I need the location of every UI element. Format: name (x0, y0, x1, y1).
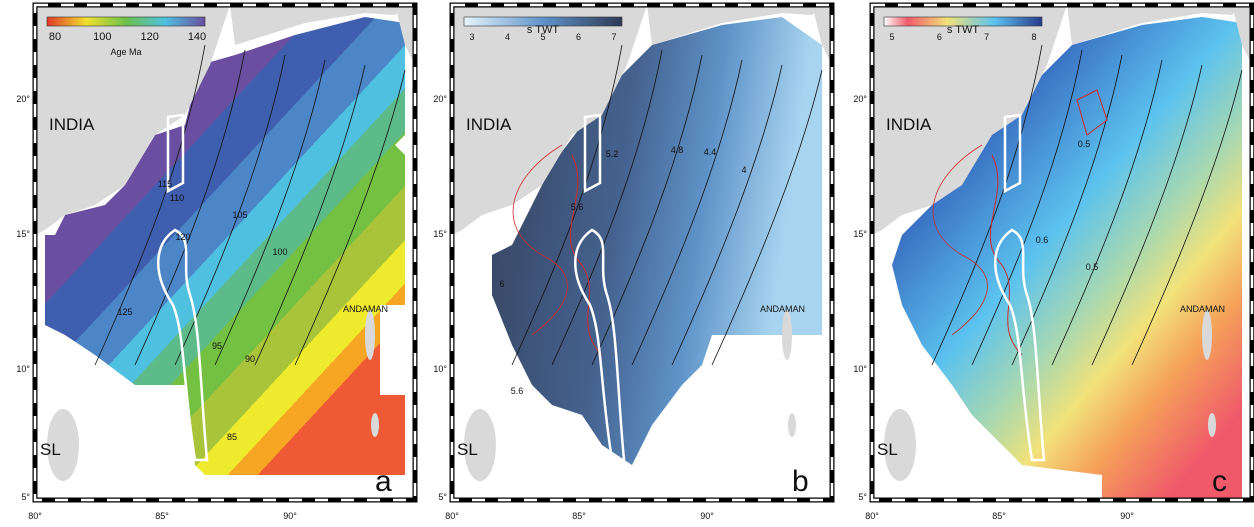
place-label: ANDAMAN (1180, 304, 1225, 314)
x-axis-label: 85° (572, 511, 586, 521)
contour-label: 4.8 (671, 145, 684, 155)
figure: 80 100 120 140 Age Ma INDIA ANDAMAN SL 115 110 105… (0, 0, 1254, 527)
land-andaman (782, 310, 792, 360)
y-axis-label: 20° (16, 94, 30, 104)
contour-label: 0.5 (1078, 139, 1091, 149)
colorbar-tick-label: 6 (937, 32, 942, 42)
place-label: ANDAMAN (760, 304, 805, 314)
colorbar-tick-label: 6 (576, 32, 581, 42)
y-axis-label: 10° (16, 364, 30, 374)
contour-label: 5.2 (606, 149, 619, 159)
y-axis-label: 10° (433, 364, 447, 374)
x-axis-label: 85° (992, 511, 1006, 521)
colorbar-label: Age Ma (110, 47, 141, 57)
y-axis-label: 20° (853, 94, 867, 104)
colorbar-tick-label: 120 (140, 31, 158, 43)
contour-label: 120 (175, 232, 190, 242)
place-label: SL (457, 440, 478, 459)
colorbar-tick-label: 140 (188, 31, 206, 43)
contour-label: 0.6 (1036, 235, 1049, 245)
y-axis-label: 5° (438, 492, 447, 502)
x-axis-label: 80° (28, 511, 42, 521)
colorbar-tick-label: 100 (93, 31, 111, 43)
contour-label: 115 (158, 179, 172, 189)
contour-label: 100 (272, 247, 287, 257)
colorbar-tick-label: 7 (984, 32, 989, 42)
contour-label: 0.5 (1086, 262, 1099, 272)
map-panel: 80 100 120 140 Age Ma INDIA ANDAMAN SL 115 110 105… (16, 5, 415, 521)
contour-label: 110 (170, 193, 184, 203)
colorbar-tick-label: 8 (1031, 32, 1036, 42)
map-panel: 5 6 7 8 s TWT INDIA ANDAMAN SL 0.5 0.6 0.5 c 80° 85° 9… (853, 5, 1252, 521)
place-label: ANDAMAN (343, 304, 388, 314)
place-label: INDIA (49, 115, 95, 134)
contour-label: 5.6 (571, 202, 584, 212)
panel-letter: b (792, 465, 809, 498)
contour-label: 90 (245, 354, 255, 364)
colorbar (47, 17, 205, 26)
panel-letter: c (1212, 465, 1227, 498)
y-axis-label: 20° (433, 94, 447, 104)
x-axis-label: 85° (155, 511, 169, 521)
colorbar-tick-label: 7 (611, 32, 616, 42)
x-axis-label: 90° (1120, 511, 1134, 521)
y-axis-label: 10° (853, 364, 867, 374)
place-label: SL (40, 440, 61, 459)
panel-letter: a (375, 465, 392, 498)
colorbar-tick-label: 4 (505, 32, 510, 42)
contour-label: 105 (232, 210, 247, 220)
y-axis-label: 5° (858, 492, 867, 502)
place-label: INDIA (466, 115, 512, 134)
contour-label: 125 (117, 307, 132, 317)
x-axis-label: 90° (700, 511, 714, 521)
place-label: INDIA (886, 115, 932, 134)
y-axis-label: 15° (433, 229, 447, 239)
contour-label: 4 (741, 165, 746, 175)
land-andaman (1202, 310, 1212, 360)
y-axis-label: 15° (853, 229, 867, 239)
contour-label: 4.4 (704, 147, 717, 157)
colorbar-tick-label: 80 (49, 31, 61, 43)
y-axis-label: 5° (21, 492, 30, 502)
contour-label: 6 (499, 279, 504, 289)
land-nicobar (1208, 413, 1216, 437)
colorbar-label: s TWT (947, 24, 979, 36)
colorbar-label: s TWT (527, 24, 559, 36)
x-axis-label: 80° (445, 511, 459, 521)
colorbar-tick-label: 5 (889, 32, 894, 42)
x-axis-label: 80° (865, 511, 879, 521)
contour-label: 85 (227, 432, 237, 442)
x-axis-label: 90° (283, 511, 297, 521)
land-andaman (365, 310, 375, 360)
land-nicobar (788, 413, 796, 437)
contour-label: 95 (212, 341, 222, 351)
contour-label: 5.6 (511, 386, 524, 396)
colorbar-tick-label: 3 (469, 32, 474, 42)
y-axis-label: 15° (16, 229, 30, 239)
place-label: SL (877, 440, 898, 459)
land-nicobar (371, 413, 379, 437)
